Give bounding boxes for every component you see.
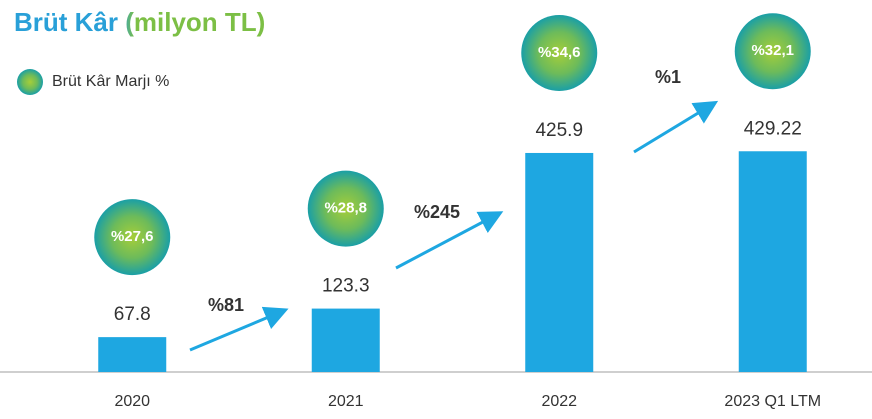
bar xyxy=(738,151,807,372)
bar xyxy=(98,337,167,372)
growth-label: %81 xyxy=(208,295,244,315)
growth-arrow xyxy=(395,211,504,270)
legend-swatch xyxy=(17,69,43,95)
margin-circle xyxy=(521,14,598,91)
margin-label: %27,6 xyxy=(111,228,154,245)
value-label: 123.3 xyxy=(322,276,370,297)
margin-label: %28,8 xyxy=(324,200,367,217)
value-label: 425.9 xyxy=(535,120,583,141)
legend-label: Brüt Kâr Marjı % xyxy=(52,73,169,90)
growth-label: %245 xyxy=(414,202,460,222)
bar xyxy=(311,308,380,372)
x-tick-label: 2023 Q1 LTM xyxy=(724,393,821,410)
growth-label: %1 xyxy=(655,67,681,87)
margin-label: %34,6 xyxy=(538,44,581,61)
growth-arrow xyxy=(189,306,289,352)
margin-circle xyxy=(734,13,811,90)
value-label: 67.8 xyxy=(114,304,151,325)
growth-arrow xyxy=(633,100,719,154)
x-tick-label: 2020 xyxy=(114,393,150,410)
margin-circle xyxy=(307,170,384,247)
x-tick-label: 2021 xyxy=(328,393,364,410)
x-tick-label: 2022 xyxy=(541,393,577,410)
chart-title: Brüt Kâr (milyon TL) xyxy=(14,7,265,37)
margin-circle xyxy=(94,199,171,276)
value-label: 429.22 xyxy=(744,118,802,139)
bar xyxy=(525,152,594,372)
margin-label: %32,1 xyxy=(751,42,794,59)
